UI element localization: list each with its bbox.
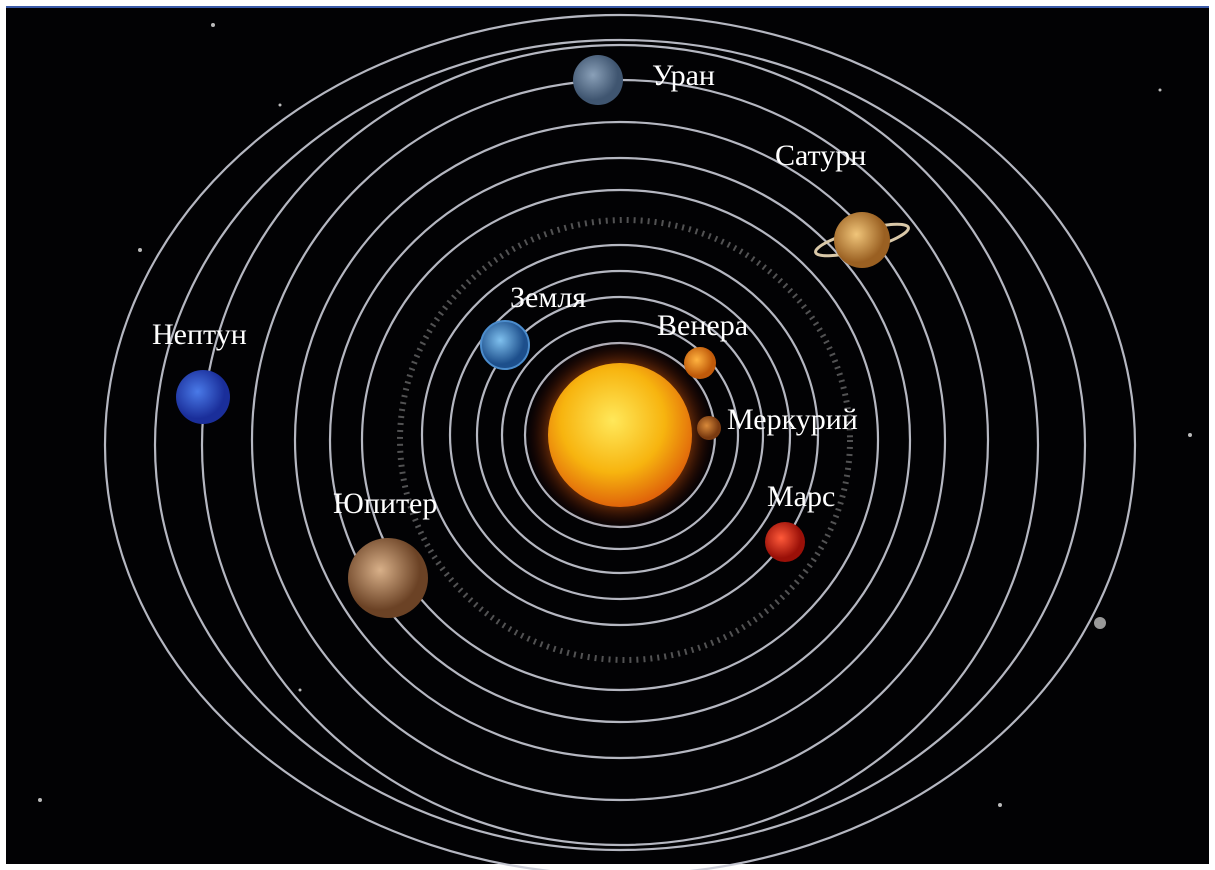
solar-system-diagram: Уран Сатурн Нептун Земля Венера Меркурий…	[0, 0, 1215, 870]
planet-label: Нептун	[152, 318, 247, 351]
planet-label: Земля	[510, 281, 586, 314]
mercury	[697, 416, 721, 440]
sun	[548, 363, 692, 507]
planet-label: Меркурий	[727, 403, 858, 436]
jupiter	[348, 538, 428, 618]
planet-label: Марс	[767, 480, 835, 513]
venus	[684, 347, 716, 379]
planet-label: Уран	[652, 59, 715, 92]
uranus	[573, 55, 623, 105]
neptune	[176, 370, 230, 424]
planet-label: Венера	[657, 309, 748, 342]
mars	[765, 522, 805, 562]
earth	[481, 321, 529, 369]
planet-label: Юпитер	[333, 487, 437, 520]
planet-label: Сатурн	[775, 139, 866, 172]
saturn	[834, 212, 890, 268]
